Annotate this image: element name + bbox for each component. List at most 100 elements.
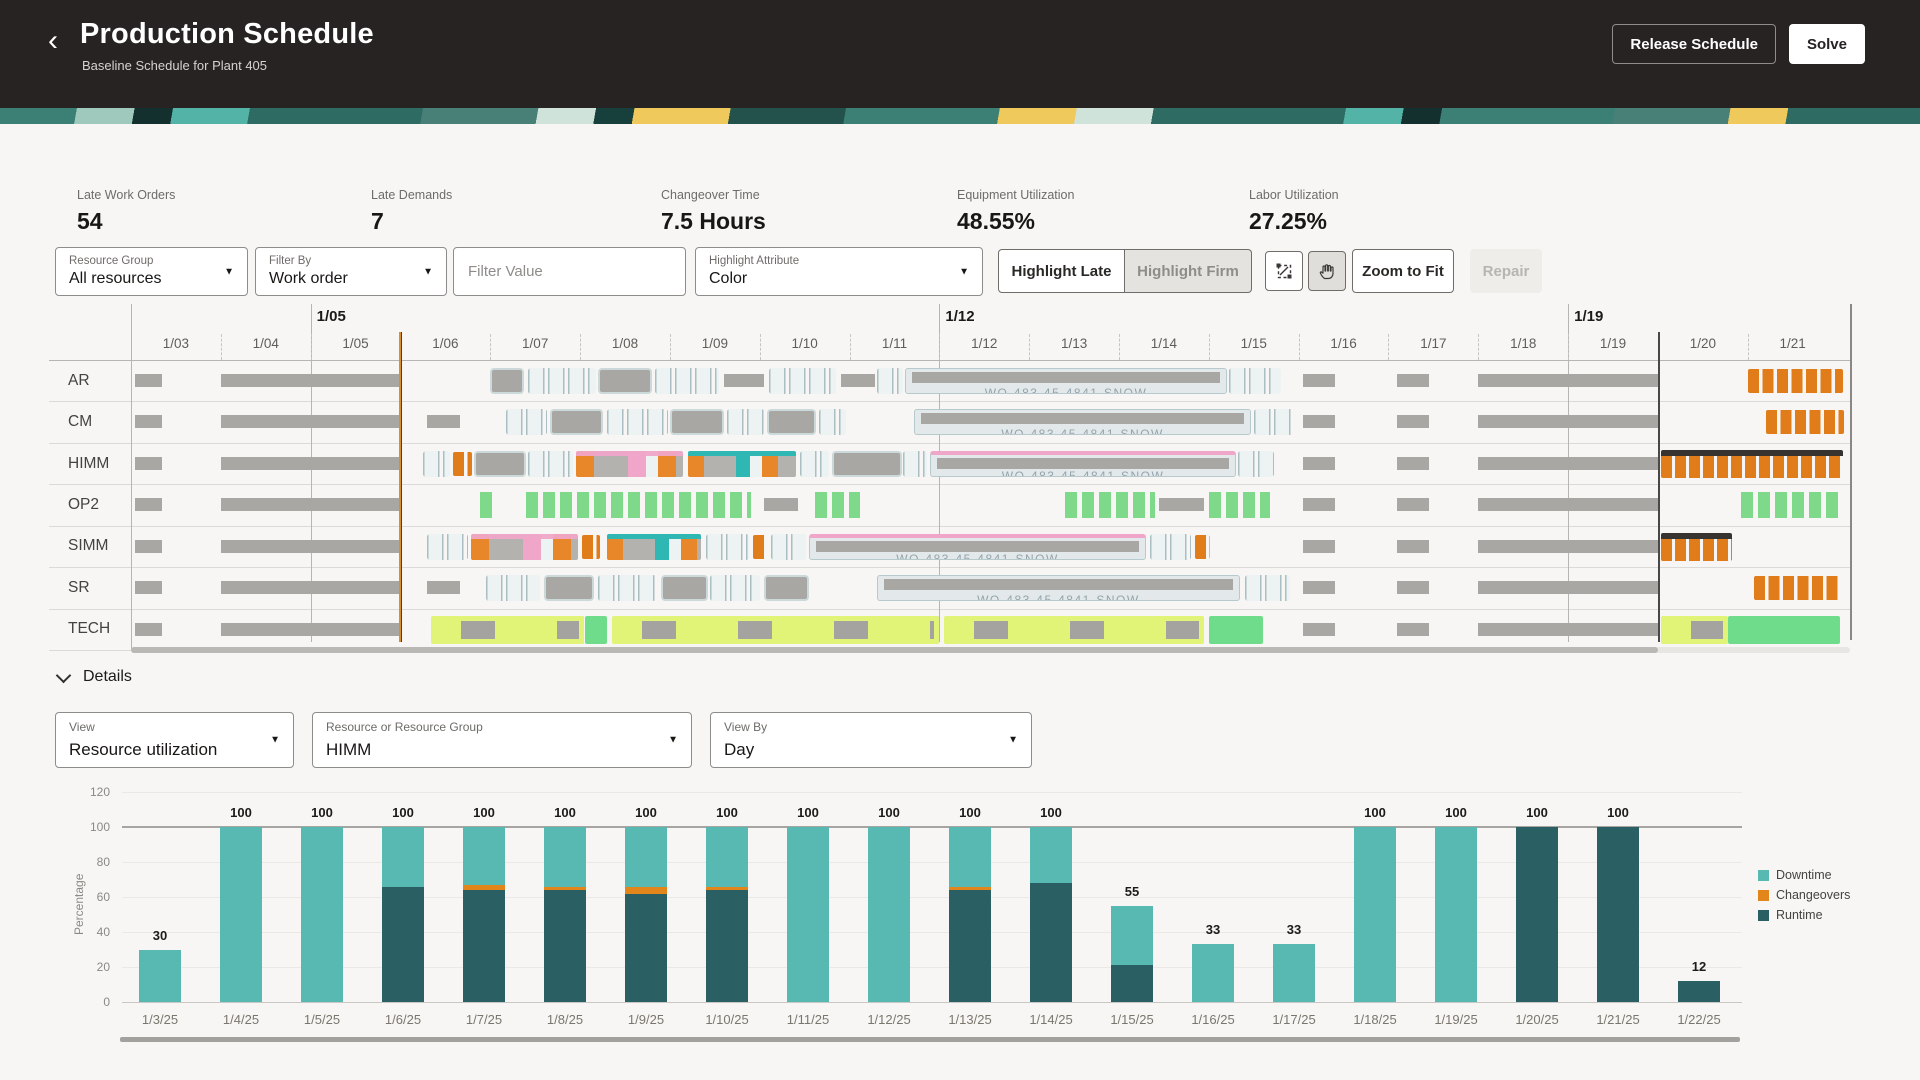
gantt-bar-work-order-long[interactable]: WO-483-45-4841-SNOW xyxy=(876,575,1241,602)
gantt-bar-downtime-gray[interactable] xyxy=(220,498,401,512)
filter-value-input[interactable] xyxy=(453,247,686,296)
gantt-bar-task-segments[interactable] xyxy=(768,368,837,394)
chart-bar-segment-runtime[interactable] xyxy=(706,890,748,1002)
gantt-bar-task-segments[interactable] xyxy=(1228,368,1281,394)
highlight-late-button[interactable]: Highlight Late xyxy=(998,249,1125,293)
gantt-bar-downtime-gray[interactable] xyxy=(1303,622,1335,636)
gantt-bar-changeover-orange[interactable] xyxy=(452,451,473,476)
chart-bar-segment-runtime[interactable] xyxy=(382,886,424,1002)
chart-bar-segment-downtime[interactable] xyxy=(625,827,667,887)
gantt-bar-pink-orange-mix[interactable] xyxy=(575,450,684,477)
chart-bar-segment-downtime[interactable] xyxy=(1030,827,1072,883)
back-icon[interactable]: ‹ xyxy=(48,24,58,57)
gantt-bar-downtime-gray[interactable] xyxy=(1478,581,1658,595)
gantt-bar-lime-tasks[interactable] xyxy=(611,615,940,644)
gantt-bar-downtime-gray[interactable] xyxy=(1397,456,1429,470)
gantt-bar-downtime-gray[interactable] xyxy=(1397,415,1429,429)
gantt-bar-late-orange-dark[interactable] xyxy=(1660,449,1843,478)
gantt-bar-downtime-gray[interactable] xyxy=(220,415,401,429)
gantt-bar-downtime-gray[interactable] xyxy=(1303,498,1335,512)
gantt-bar-lime-tasks[interactable] xyxy=(430,615,584,644)
gantt-bar-firm-task[interactable] xyxy=(490,368,525,394)
chart-bar-segment-runtime[interactable] xyxy=(1030,883,1072,1002)
gantt-bar-task-segments[interactable] xyxy=(903,450,927,477)
gantt-bar-downtime-gray[interactable] xyxy=(220,456,401,470)
chart-bar-segment-changeovers[interactable] xyxy=(544,886,586,890)
gantt-bar-task-segments[interactable] xyxy=(1150,533,1191,560)
chart-bar-segment-downtime[interactable] xyxy=(1354,827,1396,1002)
gantt-bar-downtime-gray[interactable] xyxy=(135,622,163,636)
gantt-bar-downtime-gray[interactable] xyxy=(220,374,401,387)
gantt-bar-green-tasks[interactable] xyxy=(815,492,861,519)
gantt-bar-changeover-orange[interactable] xyxy=(1754,576,1840,601)
gantt-bar-task-segments[interactable] xyxy=(819,409,846,436)
gantt-bar-work-order-long-pink[interactable]: WO-483-45-4841-SNOW xyxy=(930,450,1236,477)
gantt-bar-green-block[interactable] xyxy=(1208,615,1263,644)
chart-bar-segment-runtime[interactable] xyxy=(1516,827,1558,1002)
chart-bar-segment-runtime[interactable] xyxy=(1597,827,1639,1002)
chart-bar-segment-downtime[interactable] xyxy=(868,827,910,1002)
gantt-bar-downtime-gray[interactable] xyxy=(135,539,163,553)
gantt-bar-firm-task[interactable] xyxy=(549,409,604,436)
gantt-bar-green-tasks[interactable] xyxy=(1065,492,1155,519)
gantt-bar-firm-task[interactable] xyxy=(474,450,527,477)
gantt-bar-downtime-gray[interactable] xyxy=(1303,456,1335,470)
chart-bar-segment-downtime[interactable] xyxy=(949,827,991,887)
gantt-bar-downtime-gray[interactable] xyxy=(135,581,163,595)
chart-bar-segment-downtime[interactable] xyxy=(1111,905,1153,966)
resource-group-dropdown[interactable]: Resource Group All resources ▼ xyxy=(55,247,248,296)
view-dropdown[interactable]: View Resource utilization ▼ xyxy=(55,712,294,768)
gantt-bar-late-orange-dark[interactable] xyxy=(1660,532,1733,561)
gantt-bar-green-tasks[interactable] xyxy=(479,492,494,519)
gantt-bar-downtime-gray[interactable] xyxy=(1303,539,1335,553)
gantt-bar-downtime-gray[interactable] xyxy=(764,498,799,512)
gantt-bar-green-tasks[interactable] xyxy=(526,492,751,519)
gantt-bar-task-segments[interactable] xyxy=(705,533,749,560)
gantt-bar-changeover-orange[interactable] xyxy=(1747,369,1843,393)
gantt-bar-lime-tasks[interactable] xyxy=(1660,615,1728,644)
chart-bar-segment-runtime[interactable] xyxy=(1111,965,1153,1002)
gantt-bar-downtime-gray[interactable] xyxy=(840,374,875,387)
gantt-bar-task-segments[interactable] xyxy=(654,368,720,394)
gantt-bar-green-tasks[interactable] xyxy=(1740,492,1843,519)
gantt-bar-downtime-gray[interactable] xyxy=(1478,622,1658,636)
gantt-bar-task-segments[interactable] xyxy=(485,575,540,602)
chart-bar-segment-downtime[interactable] xyxy=(139,949,181,1002)
gantt-bar-green-block[interactable] xyxy=(1727,615,1841,644)
chart-bar-segment-downtime[interactable] xyxy=(706,827,748,887)
chart-bar-segment-downtime[interactable] xyxy=(544,827,586,887)
resource-or-resource-group-dropdown[interactable]: Resource or Resource Group HIMM ▼ xyxy=(312,712,692,768)
gantt-bar-task-segments[interactable] xyxy=(770,533,807,560)
gantt-bar-downtime-gray[interactable] xyxy=(135,456,163,470)
gantt-bar-downtime-gray[interactable] xyxy=(723,374,765,387)
pan-hand-button[interactable] xyxy=(1308,251,1346,291)
gantt-bar-downtime-gray[interactable] xyxy=(1303,581,1335,595)
gantt-bar-task-segments[interactable] xyxy=(427,533,468,560)
gantt-bar-task-segments[interactable] xyxy=(726,409,765,436)
chart-bar-segment-downtime[interactable] xyxy=(787,827,829,1002)
gantt-bar-teal-orange-mix[interactable] xyxy=(687,450,796,477)
repair-button[interactable]: Repair xyxy=(1470,249,1542,293)
details-section-toggle[interactable]: Details xyxy=(55,667,132,686)
gantt-bar-task-segments[interactable] xyxy=(876,368,904,394)
gantt-bar-task-segments[interactable] xyxy=(422,450,450,477)
gantt-bar-downtime-gray[interactable] xyxy=(1478,374,1658,387)
gantt-bar-downtime-gray[interactable] xyxy=(1303,374,1335,387)
gantt-bar-downtime-gray[interactable] xyxy=(1397,622,1429,636)
gantt-bar-task-segments[interactable] xyxy=(800,450,829,477)
gantt-bar-task-segments[interactable] xyxy=(1253,409,1295,436)
gantt-bar-firm-task[interactable] xyxy=(598,368,652,394)
marquee-zoom-button[interactable] xyxy=(1265,251,1303,291)
release-schedule-button[interactable]: Release Schedule xyxy=(1612,24,1776,64)
gantt-bar-firm-task[interactable] xyxy=(544,575,594,602)
solve-button[interactable]: Solve xyxy=(1788,24,1865,64)
zoom-to-fit-button[interactable]: Zoom to Fit xyxy=(1352,249,1454,293)
gantt-bar-downtime-gray[interactable] xyxy=(1397,539,1429,553)
gantt-bar-green-tasks[interactable] xyxy=(1208,492,1270,519)
gantt-bar-changeover-orange[interactable] xyxy=(1765,410,1844,435)
chart-bar-segment-changeovers[interactable] xyxy=(625,886,667,894)
gantt-bar-downtime-gray[interactable] xyxy=(135,415,163,429)
gantt-bar-work-order-long[interactable]: WO-483-45-4841-SNOW xyxy=(905,368,1227,394)
gantt-bar-task-segments[interactable] xyxy=(528,450,573,477)
chart-bar-segment-runtime[interactable] xyxy=(625,893,667,1002)
